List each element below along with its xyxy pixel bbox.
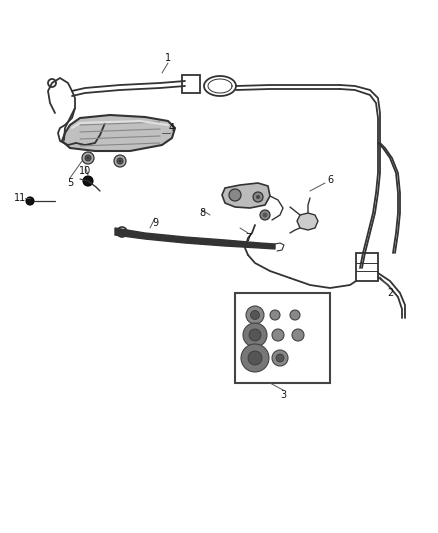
Bar — [182, 75, 200, 93]
Text: 11: 11 — [14, 193, 26, 203]
Text: 5: 5 — [67, 178, 73, 188]
Text: 10: 10 — [79, 166, 91, 176]
Circle shape — [82, 152, 94, 164]
Circle shape — [26, 197, 34, 205]
Bar — [356, 253, 378, 281]
Circle shape — [262, 213, 268, 217]
Circle shape — [253, 192, 263, 202]
Circle shape — [248, 351, 262, 365]
Circle shape — [243, 323, 267, 347]
Circle shape — [229, 189, 241, 201]
Polygon shape — [62, 115, 175, 151]
Circle shape — [290, 310, 300, 320]
Circle shape — [85, 155, 91, 161]
Circle shape — [87, 157, 89, 159]
Circle shape — [117, 158, 123, 164]
Text: 1: 1 — [165, 53, 171, 63]
Text: 9: 9 — [152, 218, 158, 228]
Circle shape — [256, 195, 260, 199]
Circle shape — [270, 310, 280, 320]
Circle shape — [241, 344, 269, 372]
Polygon shape — [222, 183, 270, 208]
Text: 6: 6 — [327, 175, 333, 185]
Circle shape — [272, 329, 284, 341]
Text: 3: 3 — [280, 390, 286, 400]
Circle shape — [119, 160, 121, 162]
Circle shape — [83, 176, 93, 186]
Text: 7: 7 — [245, 233, 251, 243]
Circle shape — [272, 350, 288, 366]
Circle shape — [276, 354, 284, 362]
Text: 8: 8 — [199, 208, 205, 218]
Bar — [235, 293, 330, 383]
Circle shape — [246, 306, 264, 324]
Circle shape — [292, 329, 304, 341]
Polygon shape — [297, 213, 318, 230]
Circle shape — [260, 210, 270, 220]
Circle shape — [114, 155, 126, 167]
Text: 4: 4 — [169, 123, 175, 133]
Circle shape — [251, 311, 259, 319]
Circle shape — [249, 329, 261, 341]
Text: 2: 2 — [387, 288, 393, 298]
Polygon shape — [115, 228, 275, 249]
